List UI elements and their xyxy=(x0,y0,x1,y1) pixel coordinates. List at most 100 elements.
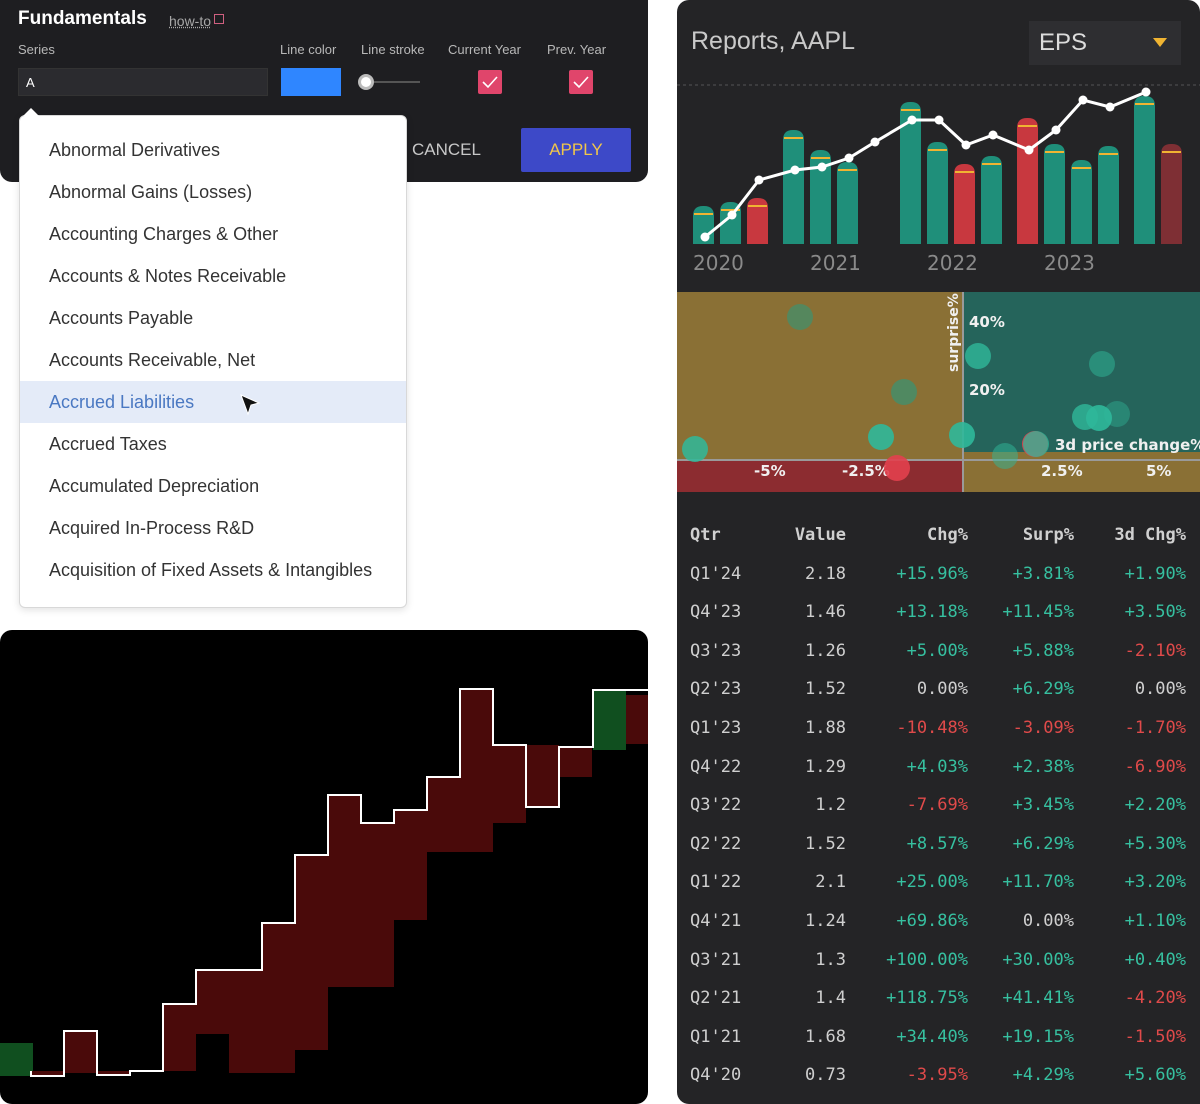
metric-select[interactable]: EPS xyxy=(1029,21,1181,65)
table-cell: Q3'21 xyxy=(690,949,742,970)
eps-trend-point xyxy=(817,162,827,172)
table-cell: +30.00% xyxy=(1002,949,1074,970)
step-bar xyxy=(394,810,427,920)
metric-select-value: EPS xyxy=(1039,29,1088,56)
step-bar xyxy=(196,970,229,1034)
table-cell: Q4'23 xyxy=(690,602,742,623)
table-cell: +4.03% xyxy=(906,756,968,777)
step-bar xyxy=(526,745,559,807)
current-year-checkbox[interactable] xyxy=(478,70,502,94)
year-label: 2022 xyxy=(927,251,978,275)
eps-bar xyxy=(1071,160,1092,244)
prev-year-checkbox[interactable] xyxy=(569,70,593,94)
y-axis-label: surprise% xyxy=(946,293,962,372)
table-cell: Q1'21 xyxy=(690,1026,742,1047)
series-input[interactable] xyxy=(18,68,268,96)
howto-label: how-to xyxy=(169,13,212,29)
dropdown-item[interactable]: Accrued Taxes xyxy=(49,434,167,454)
scatter-point xyxy=(682,436,708,462)
eps-bar xyxy=(810,150,831,244)
table-cell: 0.00% xyxy=(1022,910,1074,931)
eps-bar xyxy=(954,164,975,244)
eps-trend-point xyxy=(1078,95,1088,105)
eps-bar xyxy=(900,102,921,244)
scatter-point xyxy=(1023,431,1049,457)
eps-bar xyxy=(1017,118,1038,244)
dropdown-item[interactable]: Accumulated Depreciation xyxy=(49,476,260,496)
cancel-button[interactable]: CANCEL xyxy=(412,140,481,159)
table-cell: Q3'22 xyxy=(690,795,742,816)
eps-bar xyxy=(927,142,948,244)
step-bar xyxy=(0,1043,33,1076)
eps-trend-point xyxy=(961,140,971,150)
eps-trend-point xyxy=(1141,87,1151,97)
table-cell: +8.57% xyxy=(906,833,968,854)
table-cell: 1.68 xyxy=(805,1026,846,1047)
table-cell: +100.00% xyxy=(886,949,968,970)
eps-bar xyxy=(981,156,1002,244)
dropdown-item[interactable]: Accrued Liabilities xyxy=(20,381,406,423)
step-line xyxy=(30,688,648,1077)
table-row: Q4'20 0.73 -3.95% +4.29% +5.60% xyxy=(677,1056,1200,1095)
table-row: Q3'21 1.3 +100.00% +30.00% +0.40% xyxy=(677,941,1200,980)
table-cell: -3.95% xyxy=(906,1065,968,1086)
table-row: Q1'21 1.68 +34.40% +19.15% -1.50% xyxy=(677,1018,1200,1057)
dropdown-item[interactable]: Accounts Receivable, Net xyxy=(49,350,256,370)
table-cell: 2.18 xyxy=(805,563,846,584)
x-tick-label: 2.5% xyxy=(1041,462,1083,480)
table-cell: Q4'21 xyxy=(690,910,742,931)
series-dropdown: Abnormal Derivatives Abnormal Gains (Loss… xyxy=(19,108,407,608)
table-cell: +5.30% xyxy=(1124,833,1186,854)
dropdown-item[interactable]: Abnormal Derivatives xyxy=(49,140,221,160)
eps-trend-point xyxy=(700,232,710,242)
prev-year-label: Prev. Year xyxy=(547,42,607,57)
apply-button[interactable]: APPLY xyxy=(521,128,631,172)
column-header: Qtr xyxy=(690,525,721,545)
table-row: Q1'22 2.1 +25.00% +11.70% +3.20% xyxy=(677,863,1200,902)
table-row: Q4'21 1.24 +69.86% 0.00% +1.10% xyxy=(677,902,1200,941)
step-bar xyxy=(593,690,626,750)
table-cell: +19.15% xyxy=(1002,1026,1074,1047)
table-cell: +3.81% xyxy=(1012,563,1074,584)
howto-link[interactable]: how-to xyxy=(169,13,225,29)
dropdown-item[interactable]: Acquired In-Process R&D xyxy=(49,518,255,538)
eps-table: Qtr Value Chg% Surp% 3d Chg% Q1'24 2.18 +15.96%… xyxy=(677,516,1200,1095)
line-stroke-slider[interactable] xyxy=(358,74,420,90)
table-cell: +1.10% xyxy=(1124,910,1186,931)
step-bar xyxy=(361,823,394,987)
table-cell: +3.45% xyxy=(1012,795,1074,816)
table-cell: Q2'21 xyxy=(690,988,742,1009)
table-row: Q4'22 1.29 +4.03% +2.38% -6.90% xyxy=(677,748,1200,787)
table-row: Q2'23 1.52 0.00% +6.29% 0.00% xyxy=(677,670,1200,709)
eps-trend-line xyxy=(704,90,1147,239)
table-cell: 0.00% xyxy=(1134,679,1186,700)
dropdown-item[interactable]: Acquisition of Fixed Assets & Intangible… xyxy=(49,560,373,580)
eps-bar xyxy=(1161,144,1182,244)
table-cell: Q3'23 xyxy=(690,640,742,661)
eps-trend-point xyxy=(907,115,917,125)
scatter-point xyxy=(992,443,1018,469)
step-bar xyxy=(163,1004,196,1071)
eps-trend-point xyxy=(1105,102,1115,112)
table-cell: Q4'22 xyxy=(690,756,742,777)
step-bar xyxy=(97,1071,130,1075)
x-tick-label: 5% xyxy=(1146,462,1171,480)
table-cell: +25.00% xyxy=(896,872,968,893)
step-bar xyxy=(460,689,493,852)
table-row: Q1'23 1.88 -10.48% -3.09% -1.70% xyxy=(677,709,1200,748)
table-cell: 0.00% xyxy=(916,679,968,700)
table-cell: 1.24 xyxy=(805,910,846,931)
line-color-swatch[interactable] xyxy=(281,68,341,96)
dropdown-item[interactable]: Abnormal Gains (Losses) xyxy=(49,182,253,202)
table-cell: +3.20% xyxy=(1124,872,1186,893)
table-cell: Q1'22 xyxy=(690,872,742,893)
dropdown-item[interactable]: Accounting Charges & Other xyxy=(49,224,279,244)
slider-handle[interactable] xyxy=(358,74,374,90)
chevron-down-icon xyxy=(1153,38,1167,47)
dropdown-item[interactable]: Accounts & Notes Receivable xyxy=(49,266,287,286)
table-cell: Q1'23 xyxy=(690,717,742,738)
step-bar xyxy=(262,923,295,1073)
dropdown-item[interactable]: Accounts Payable xyxy=(49,308,194,328)
scatter-point xyxy=(949,422,975,448)
table-cell: +34.40% xyxy=(896,1026,968,1047)
